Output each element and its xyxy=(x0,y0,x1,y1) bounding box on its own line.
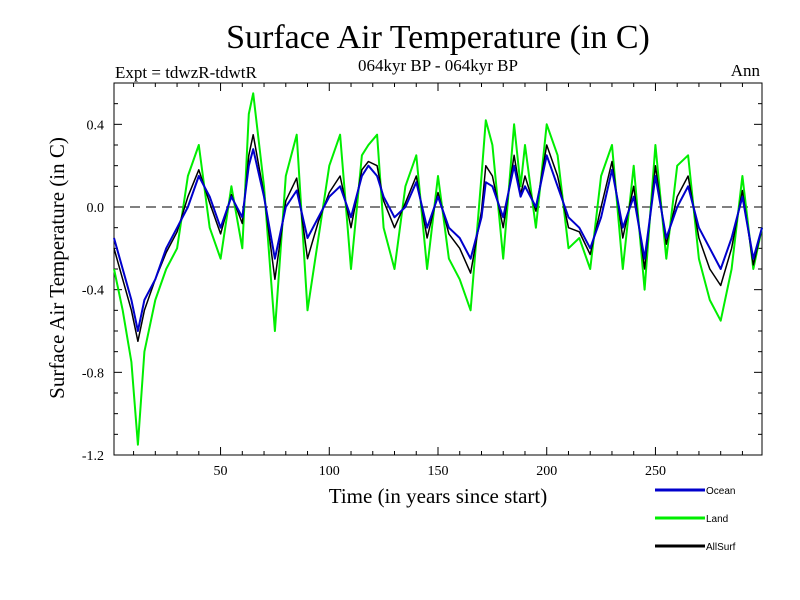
legend-label-ocean: Ocean xyxy=(706,486,735,497)
series-line-allsurf xyxy=(113,133,763,343)
experiment-label: Expt = tdwzR-tdwtR xyxy=(115,63,257,82)
x-tick-label: 200 xyxy=(536,464,557,479)
y-axis-ticks: -1.2 -0.8 -0.4 0.0 0.4 xyxy=(82,82,762,464)
chart-title: Surface Air Temperature (in C) xyxy=(226,19,650,56)
legend-label-allsurf: AllSurf xyxy=(706,542,736,553)
plot-frame xyxy=(113,82,763,456)
y-tick-label: 0.0 xyxy=(87,201,105,216)
y-tick-label: -0.4 xyxy=(82,284,104,299)
legend: Ocean Land AllSurf xyxy=(655,486,736,553)
y-tick-label: 0.4 xyxy=(87,118,105,133)
x-axis-ticks: 50 100 150 200 250 xyxy=(133,83,743,479)
x-tick-label: 250 xyxy=(645,464,666,479)
period-label: Ann xyxy=(731,61,761,80)
series-layer xyxy=(113,92,763,446)
y-tick-label: -0.8 xyxy=(82,366,104,381)
series-line-ocean xyxy=(113,148,763,332)
x-tick-label: 150 xyxy=(428,464,449,479)
y-axis-label: Surface Air Temperature (in C) xyxy=(45,137,69,399)
legend-label-land: Land xyxy=(706,514,728,525)
x-tick-label: 50 xyxy=(214,464,228,479)
y-tick-label: -1.2 xyxy=(82,449,104,464)
x-axis-label: Time (in years since start) xyxy=(329,484,548,508)
x-tick-label: 100 xyxy=(319,464,340,479)
series-line-land xyxy=(113,92,763,446)
chart-subtitle: 064kyr BP - 064kyr BP xyxy=(358,56,518,75)
